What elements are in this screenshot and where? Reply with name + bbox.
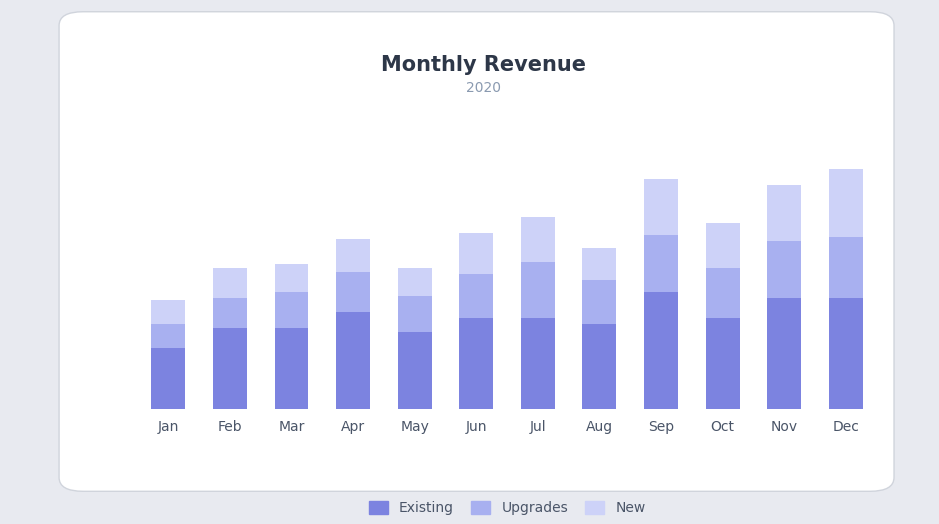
Bar	[582, 324, 616, 409]
Bar	[767, 185, 801, 242]
Bar	[151, 324, 185, 348]
Bar	[151, 300, 185, 324]
Bar	[705, 268, 740, 318]
Bar	[644, 292, 678, 409]
Bar	[644, 179, 678, 235]
Bar	[274, 292, 309, 328]
Bar	[151, 348, 185, 409]
Bar	[459, 318, 493, 409]
Bar	[336, 312, 370, 409]
Bar	[213, 268, 247, 298]
Bar	[829, 298, 863, 409]
Bar	[521, 318, 555, 409]
Bar	[829, 237, 863, 298]
Bar	[705, 223, 740, 268]
Bar	[582, 247, 616, 280]
Bar	[336, 271, 370, 312]
Text: 2020: 2020	[466, 81, 501, 95]
Bar	[829, 169, 863, 237]
Bar	[398, 332, 432, 409]
Bar	[705, 318, 740, 409]
Bar	[459, 274, 493, 318]
Bar	[398, 296, 432, 332]
Bar	[336, 239, 370, 271]
Bar	[767, 298, 801, 409]
Bar	[213, 298, 247, 328]
Bar	[274, 264, 309, 292]
Bar	[213, 328, 247, 409]
Bar	[582, 280, 616, 324]
Bar	[459, 233, 493, 274]
Bar	[521, 217, 555, 261]
FancyBboxPatch shape	[59, 12, 894, 492]
Bar	[644, 235, 678, 292]
Bar	[398, 268, 432, 296]
Bar	[521, 261, 555, 318]
Text: Monthly Revenue: Monthly Revenue	[381, 55, 586, 75]
Bar	[767, 242, 801, 298]
Legend: Existing, Upgrades, New: Existing, Upgrades, New	[363, 495, 651, 521]
Bar	[274, 328, 309, 409]
